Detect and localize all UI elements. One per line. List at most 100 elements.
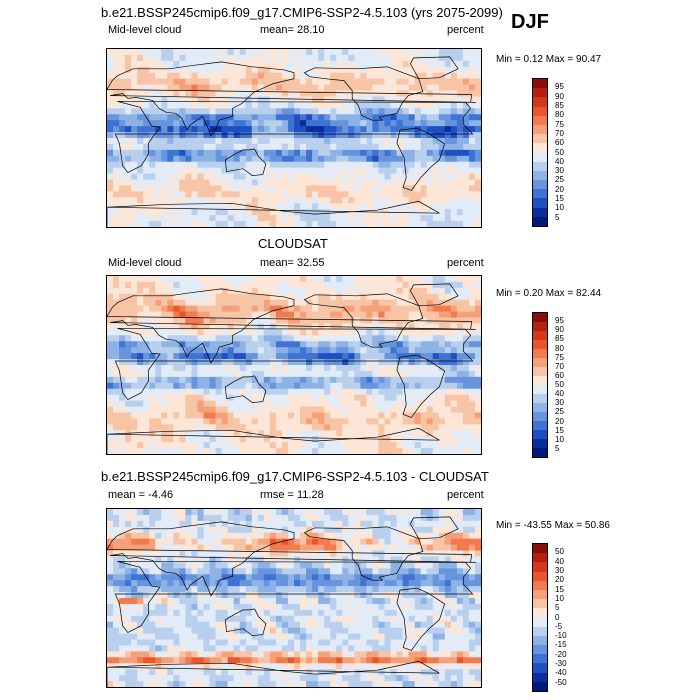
field-cell — [197, 221, 205, 227]
field-cell — [342, 293, 349, 301]
field-cell — [294, 615, 301, 623]
field-cell — [221, 90, 229, 98]
field-cell — [366, 161, 374, 169]
field-cell — [432, 580, 440, 587]
field-cell — [306, 580, 313, 587]
field-cell — [287, 161, 295, 169]
field-cell — [348, 209, 355, 216]
field-cell — [468, 592, 476, 599]
field-cell — [336, 514, 343, 522]
field-cell — [360, 132, 367, 139]
field-cell — [426, 149, 434, 157]
field-cell — [239, 556, 247, 563]
field-cell — [438, 562, 446, 569]
field-cell — [354, 394, 361, 402]
field-cell — [287, 305, 295, 313]
field-cell — [203, 418, 211, 425]
field-cell — [306, 276, 313, 283]
field-cell — [221, 406, 229, 414]
field-cell — [185, 353, 193, 360]
field-cell — [149, 580, 156, 587]
field-cell — [143, 90, 150, 98]
field-cell — [306, 191, 313, 198]
field-cell — [149, 173, 156, 181]
field-cell — [149, 370, 156, 378]
field-cell — [215, 615, 223, 623]
field-cell — [474, 359, 481, 366]
field-cell — [432, 138, 440, 145]
field-cell — [125, 598, 132, 605]
colorbar-tick-label: 60 — [555, 138, 564, 148]
field-cell — [420, 114, 428, 121]
field-cell — [161, 66, 168, 74]
field-cell — [342, 598, 349, 605]
field-cell — [432, 603, 440, 611]
field-cell — [390, 102, 398, 109]
field-cell — [426, 370, 434, 378]
field-cell — [137, 167, 144, 175]
field-cell — [324, 179, 331, 187]
field-cell — [456, 126, 464, 133]
field-cell — [330, 526, 337, 534]
field-cell — [107, 615, 114, 623]
colorbar-tick-label: 70 — [555, 128, 564, 138]
field-cell — [426, 603, 434, 611]
field-cell — [287, 442, 295, 449]
field-cell — [318, 54, 325, 62]
field-cell — [450, 520, 458, 528]
field-cell — [179, 520, 187, 528]
colorbar-tick-label: 20 — [555, 184, 564, 194]
field-cell — [209, 448, 217, 454]
field-cell — [336, 149, 343, 157]
field-cell — [245, 138, 253, 145]
field-cell — [263, 412, 271, 419]
field-cell — [306, 562, 313, 569]
field-cell — [167, 609, 174, 617]
field-cell — [179, 293, 187, 301]
field-cell — [227, 448, 235, 454]
field-cell — [348, 138, 355, 145]
field-cell — [348, 120, 355, 127]
field-cell — [203, 394, 211, 402]
field-cell — [269, 418, 277, 425]
field-cell — [233, 185, 241, 192]
field-cell — [113, 394, 120, 402]
field-cell — [378, 281, 386, 289]
field-cell — [438, 359, 446, 366]
field-cell — [396, 311, 404, 319]
field-cell — [366, 436, 374, 443]
field-cell — [330, 317, 337, 325]
field-cell — [390, 592, 398, 599]
field-cell — [426, 568, 434, 575]
field-cell — [215, 281, 223, 289]
field-cell — [414, 203, 422, 210]
field-cell — [119, 526, 126, 534]
field-cell — [281, 102, 289, 109]
field-cell — [366, 603, 374, 611]
field-cell — [378, 592, 386, 599]
field-cell — [167, 329, 174, 336]
field-cell — [275, 311, 283, 319]
field-cell — [143, 120, 150, 127]
field-cell — [456, 353, 464, 360]
field-cell — [330, 418, 337, 425]
field-cell — [384, 335, 392, 342]
field-cell — [420, 359, 428, 366]
field-cell — [245, 276, 253, 283]
field-cell — [312, 562, 319, 569]
field-cell — [185, 424, 193, 431]
field-cell — [432, 514, 440, 522]
field-cell — [336, 382, 343, 390]
field-cell — [426, 424, 434, 431]
field-cell — [294, 400, 301, 408]
field-cell — [215, 406, 223, 414]
field-cell — [360, 96, 367, 103]
field-cell — [245, 376, 253, 384]
field-cell — [348, 544, 355, 552]
field-cell — [137, 436, 144, 443]
field-cell — [257, 293, 265, 301]
field-cell — [312, 448, 319, 454]
field-cell — [131, 197, 138, 204]
field-cell — [113, 329, 120, 336]
field-cell — [300, 382, 307, 390]
